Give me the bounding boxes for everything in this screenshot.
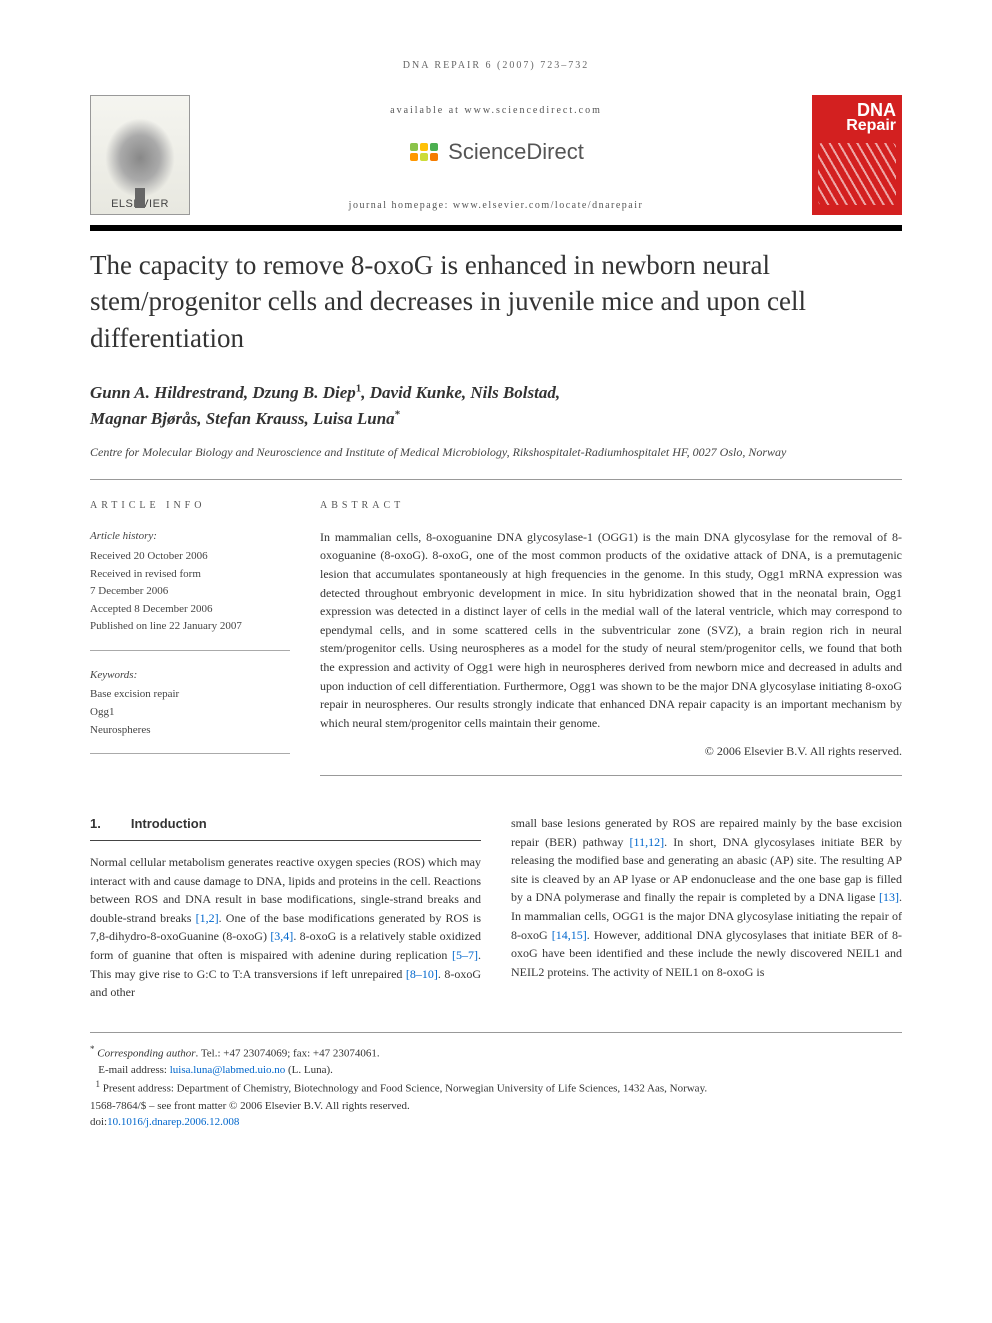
- section-title: Introduction: [131, 814, 207, 834]
- body-paragraph: small base lesions generated by ROS are …: [511, 814, 902, 981]
- publisher-header: ELSEVIER DNA Repair available at www.sci…: [90, 95, 902, 211]
- authors-1: Gunn A. Hildrestrand, Dzung B. Diep: [90, 383, 356, 402]
- keyword: Ogg1: [90, 704, 290, 722]
- affiliation: Centre for Molecular Biology and Neurosc…: [90, 443, 902, 461]
- corr-tel: . Tel.: +47 23074069; fax: +47 23074061.: [196, 1047, 380, 1059]
- issn-line: 1568-7864/$ – see front matter © 2006 El…: [90, 1098, 902, 1115]
- sd-dot: [410, 153, 418, 161]
- body-column-right: small base lesions generated by ROS are …: [511, 814, 902, 1002]
- author-list: Gunn A. Hildrestrand, Dzung B. Diep1, Da…: [90, 380, 902, 431]
- article-info-label: ARTICLE INFO: [90, 498, 290, 514]
- abstract-label: ABSTRACT: [320, 498, 902, 514]
- section-heading-intro: 1. Introduction: [90, 814, 481, 841]
- citation-link[interactable]: [8–10]: [406, 967, 438, 981]
- history-label: Article history:: [90, 528, 290, 546]
- article-info: ARTICLE INFO Article history: Received 2…: [90, 498, 290, 776]
- sd-dot: [420, 143, 428, 151]
- doi-label: doi:: [90, 1116, 107, 1128]
- keyword: Neurospheres: [90, 722, 290, 740]
- footnotes: * Corresponding author. Tel.: +47 230740…: [90, 1032, 902, 1131]
- citation-link[interactable]: [14,15]: [552, 928, 587, 942]
- sd-dot: [410, 143, 418, 151]
- authors-1b: , David Kunke, Nils Bolstad,: [361, 383, 560, 402]
- doi-link[interactable]: 10.1016/j.dnarep.2006.12.008: [107, 1116, 239, 1128]
- citation-link[interactable]: [13]: [879, 890, 899, 904]
- divider: [320, 775, 902, 776]
- corresponding-author-note: * Corresponding author. Tel.: +47 230740…: [90, 1043, 902, 1062]
- sd-dot: [420, 153, 428, 161]
- keywords-label: Keywords:: [90, 667, 290, 685]
- present-address-note: 1 Present address: Department of Chemist…: [90, 1078, 902, 1097]
- citation-link[interactable]: [3,4]: [270, 929, 293, 943]
- divider: [90, 479, 902, 480]
- citation-link[interactable]: [5–7]: [452, 948, 478, 962]
- sd-dot: [430, 143, 438, 151]
- elsevier-logo: ELSEVIER: [90, 95, 190, 215]
- received-date: Received 20 October 2006: [90, 548, 290, 566]
- citation-link[interactable]: [11,12]: [630, 835, 665, 849]
- note1-text: Present address: Department of Chemistry…: [103, 1083, 707, 1095]
- sciencedirect-text: ScienceDirect: [448, 139, 584, 165]
- available-at: available at www.sciencedirect.com: [200, 105, 792, 116]
- authors-2: Magnar Bjørås, Stefan Krauss, Luisa Luna: [90, 409, 395, 428]
- email-label: E-mail address:: [98, 1064, 169, 1076]
- copyright: © 2006 Elsevier B.V. All rights reserved…: [320, 742, 902, 761]
- sd-dot: [430, 153, 438, 161]
- doi-line: doi:10.1016/j.dnarep.2006.12.008: [90, 1114, 902, 1131]
- running-header: DNA REPAIR 6 (2007) 723–732: [90, 60, 902, 71]
- journal-cover-logo: DNA Repair: [812, 95, 902, 215]
- citation-link[interactable]: [1,2]: [196, 911, 219, 925]
- email-suffix: (L. Luna).: [285, 1064, 333, 1076]
- elsevier-tree-icon: [105, 118, 175, 198]
- abstract-text: In mammalian cells, 8-oxoguanine DNA gly…: [320, 528, 902, 733]
- corr-label: Corresponding author: [97, 1047, 195, 1059]
- author-corresponding[interactable]: *: [395, 408, 401, 420]
- title-rule: The capacity to remove 8-oxoG is enhance…: [90, 225, 902, 480]
- abstract: ABSTRACT In mammalian cells, 8-oxoguanin…: [320, 498, 902, 776]
- sciencedirect-logo[interactable]: ScienceDirect: [408, 136, 584, 168]
- keyword: Base excision repair: [90, 686, 290, 704]
- body-paragraph: Normal cellular metabolism generates rea…: [90, 853, 481, 1002]
- revised-date-1: Received in revised form: [90, 566, 290, 584]
- accepted-date: Accepted 8 December 2006: [90, 601, 290, 619]
- published-date: Published on line 22 January 2007: [90, 618, 290, 636]
- sciencedirect-icon: [408, 136, 440, 168]
- revised-date-2: 7 December 2006: [90, 583, 290, 601]
- email-line: E-mail address: luisa.luna@labmed.uio.no…: [90, 1062, 902, 1079]
- article-title: The capacity to remove 8-oxoG is enhance…: [90, 247, 902, 356]
- dna-helix-icon: [818, 143, 896, 205]
- journal-name: Repair: [818, 117, 896, 135]
- email-link[interactable]: luisa.luna@labmed.uio.no: [170, 1064, 286, 1076]
- body-column-left: 1. Introduction Normal cellular metaboli…: [90, 814, 481, 1002]
- section-number: 1.: [90, 814, 101, 834]
- journal-homepage[interactable]: journal homepage: www.elsevier.com/locat…: [200, 200, 792, 211]
